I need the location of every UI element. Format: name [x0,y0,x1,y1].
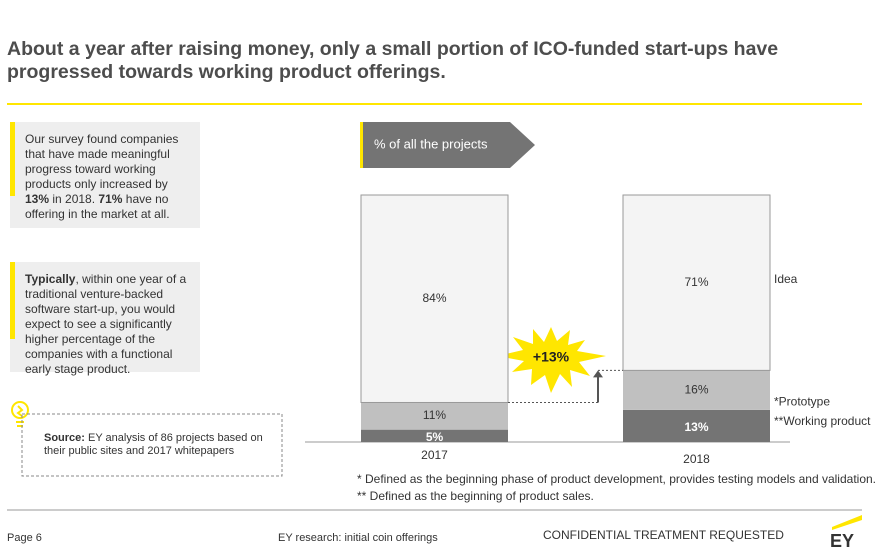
starburst [497,327,606,393]
source-box [21,413,283,477]
chart-label-box [360,122,535,168]
bar-segment [623,409,770,442]
footnote: ** Defined as the beginning of product s… [357,489,594,503]
bulb-icon [11,401,29,427]
callout: Our survey found companies that have mad… [10,122,200,228]
source: Source: EY analysis of 86 projects based… [44,432,276,458]
confidential: CONFIDENTIAL TREATMENT REQUESTED [543,528,784,542]
value-label: 11% [423,408,446,422]
value-label: 5% [426,430,444,444]
logo: EY [830,531,854,551]
series-label: *Prototype [774,394,830,408]
source-label: Source: [44,432,85,444]
bar-segment [623,370,770,410]
callout-text: have no offering in the market at all. [25,192,170,221]
value-label: 16% [684,382,708,396]
series-label: Idea [774,272,798,286]
value-label: 13% [684,420,708,434]
source-text: EY analysis of 86 projects based on thei… [44,432,263,457]
bar-segment [360,194,509,403]
series-label: **Working product [774,414,871,428]
callout-text: in 2018. [49,192,99,206]
logo-slash [832,515,862,530]
callout-text: , within one year of a traditional ventu… [25,272,187,376]
callout-text: 13% [25,192,50,206]
x-tick-label: 2018 [683,452,710,466]
bar-segment [361,402,508,430]
slide-title: About a year after raising money, only a… [7,38,779,83]
page-number: Page 6 [7,532,42,544]
callout-text: Typically [25,272,76,286]
value-label: 71% [684,275,708,289]
footnote: * Defined as the beginning phase of prod… [357,472,876,486]
footer-title: EY research: initial coin offerings [278,532,438,544]
bar-segment [361,429,508,442]
x-tick-label: 2017 [421,448,448,462]
callout-text: 71% [98,192,123,206]
arrow-head [593,370,603,378]
annotation: +13% [533,349,570,365]
value-label: 84% [422,291,446,305]
callout-text: Our survey found companies that have mad… [25,132,179,191]
chart-label-accent [360,122,363,168]
callout: Typically, within one year of a traditio… [10,262,200,376]
bar-segment [622,194,771,371]
chart-label: % of all the projects [374,136,488,151]
